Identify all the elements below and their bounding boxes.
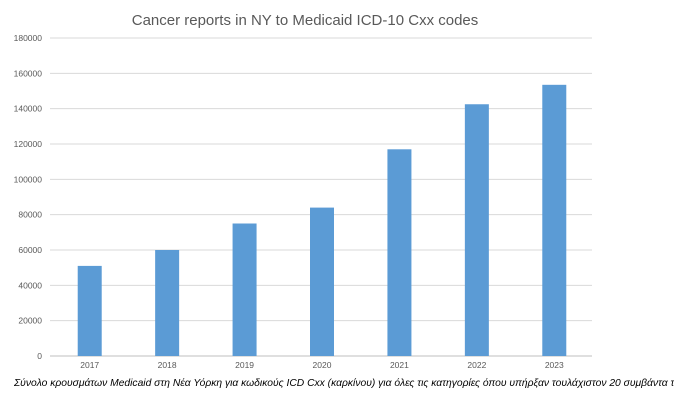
- y-tick-label: 140000: [14, 104, 43, 114]
- y-axis-ticks: 0 20000 40000 60000 80000 100000 120000 140000 1…: [14, 33, 43, 361]
- x-tick-label: 2018: [158, 360, 177, 370]
- x-tick-label: 2021: [390, 360, 409, 370]
- x-tick-label: 2022: [467, 360, 486, 370]
- bar-2023: [542, 84, 567, 357]
- x-axis-ticks: 2017 2018 2019 2020 2021 2022 2023: [80, 360, 564, 370]
- x-tick-label: 2019: [235, 360, 254, 370]
- x-tick-label: 2020: [313, 360, 332, 370]
- bars: [77, 84, 567, 357]
- figure-caption: Σύνολο κρουσμάτων Medicaid στη Νέα Υόρκη…: [14, 378, 674, 389]
- y-tick-label: 60000: [18, 245, 42, 255]
- bar-chart: Cancer reports in NY to Medicaid ICD-10 …: [14, 12, 592, 370]
- y-tick-label: 100000: [14, 174, 43, 184]
- y-tick-label: 80000: [18, 210, 42, 220]
- bar-2018: [155, 250, 180, 356]
- y-tick-label: 120000: [14, 139, 43, 149]
- x-tick-label: 2017: [80, 360, 99, 370]
- x-tick-label: 2023: [545, 360, 564, 370]
- bar-2019: [232, 223, 257, 356]
- y-tick-label: 20000: [18, 316, 42, 326]
- bar-2020: [310, 207, 334, 356]
- y-tick-label: 160000: [14, 68, 43, 78]
- y-tick-label: 0: [37, 351, 42, 361]
- y-tick-label: 180000: [14, 33, 43, 43]
- y-tick-label: 40000: [18, 280, 42, 290]
- bar-2022: [464, 104, 489, 356]
- bar-2017: [77, 265, 102, 356]
- chart-container: Cancer reports in NY to Medicaid ICD-10 …: [14, 12, 592, 370]
- chart-title: Cancer reports in NY to Medicaid ICD-10 …: [132, 12, 479, 29]
- bar-2021: [387, 149, 412, 356]
